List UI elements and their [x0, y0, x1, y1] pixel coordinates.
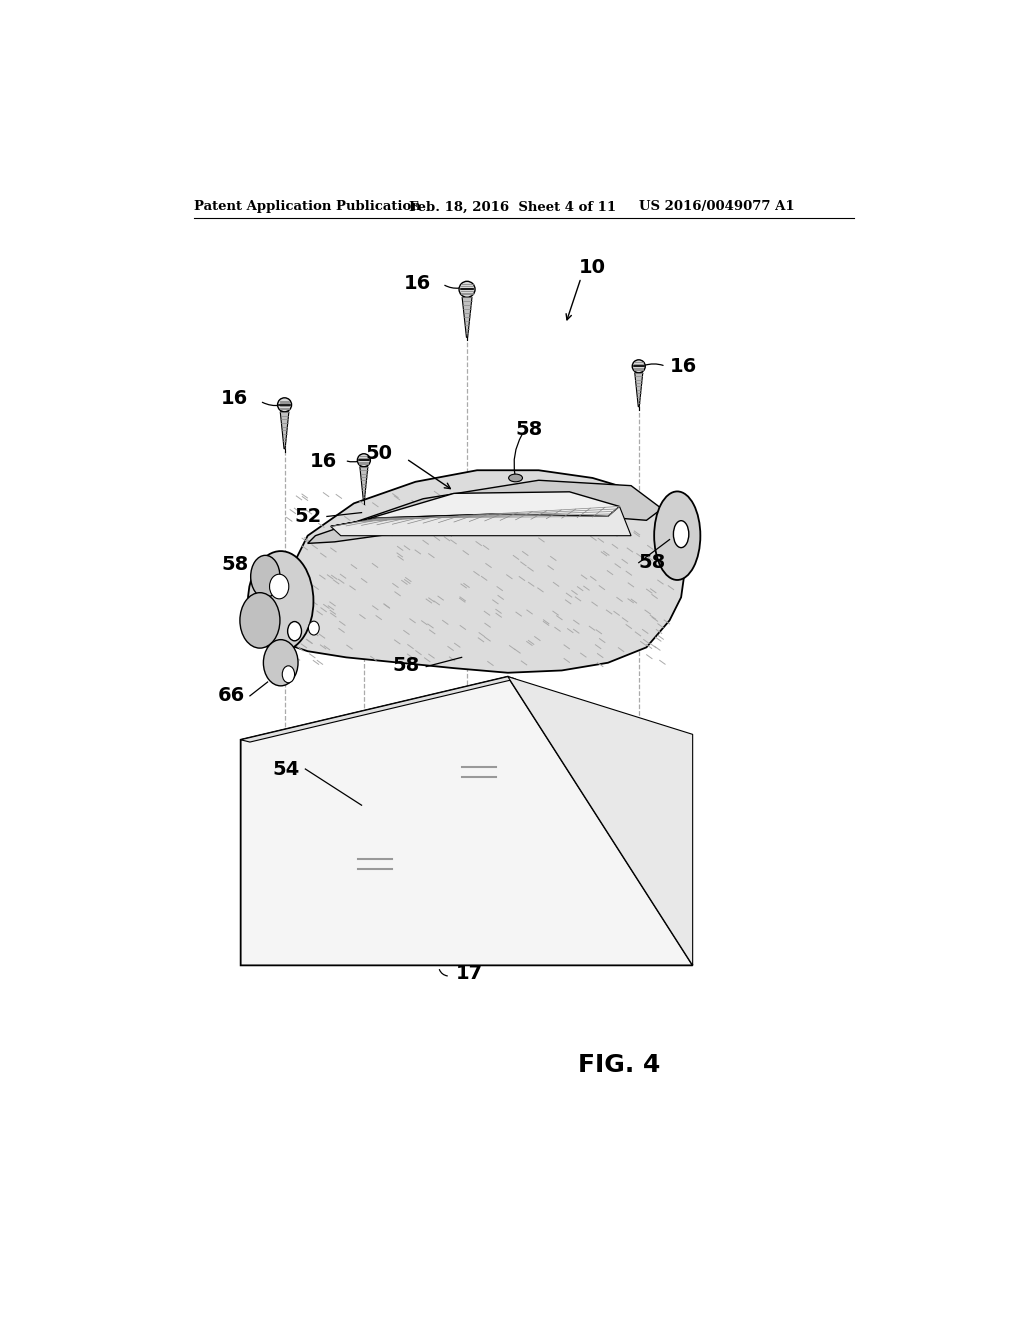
Polygon shape — [241, 677, 692, 965]
Text: 17: 17 — [456, 964, 482, 982]
Polygon shape — [331, 507, 631, 536]
Polygon shape — [359, 467, 368, 500]
Text: 54: 54 — [272, 759, 300, 779]
Ellipse shape — [251, 556, 280, 598]
Ellipse shape — [240, 593, 280, 648]
Polygon shape — [307, 480, 662, 544]
Polygon shape — [331, 492, 620, 527]
Text: 66: 66 — [217, 685, 245, 705]
Text: Patent Application Publication: Patent Application Publication — [194, 201, 421, 214]
Text: 10: 10 — [579, 259, 606, 277]
Text: 58: 58 — [221, 556, 249, 574]
Text: 58: 58 — [515, 420, 543, 440]
Text: 58: 58 — [639, 553, 666, 572]
Ellipse shape — [308, 622, 319, 635]
Ellipse shape — [674, 520, 689, 548]
Text: 50: 50 — [366, 444, 392, 463]
Text: US 2016/0049077 A1: US 2016/0049077 A1 — [639, 201, 795, 214]
Ellipse shape — [288, 622, 301, 640]
Ellipse shape — [269, 574, 289, 599]
Text: Feb. 18, 2016  Sheet 4 of 11: Feb. 18, 2016 Sheet 4 of 11 — [410, 201, 616, 214]
Polygon shape — [635, 372, 643, 407]
Polygon shape — [508, 677, 692, 965]
Circle shape — [278, 397, 292, 412]
Text: 58: 58 — [393, 656, 420, 675]
Circle shape — [632, 360, 645, 372]
Ellipse shape — [283, 665, 295, 682]
Text: FIG. 4: FIG. 4 — [579, 1053, 660, 1077]
Text: 16: 16 — [670, 356, 696, 376]
Text: 16: 16 — [309, 451, 337, 470]
Polygon shape — [281, 412, 289, 449]
Polygon shape — [241, 677, 515, 742]
Polygon shape — [265, 470, 686, 673]
Polygon shape — [462, 297, 472, 338]
Ellipse shape — [509, 474, 522, 482]
Text: 16: 16 — [221, 389, 249, 408]
Ellipse shape — [248, 552, 313, 651]
Circle shape — [459, 281, 475, 297]
Ellipse shape — [654, 491, 700, 579]
Text: 52: 52 — [294, 507, 322, 525]
Circle shape — [357, 454, 371, 467]
Text: 16: 16 — [403, 275, 431, 293]
Ellipse shape — [263, 640, 298, 686]
